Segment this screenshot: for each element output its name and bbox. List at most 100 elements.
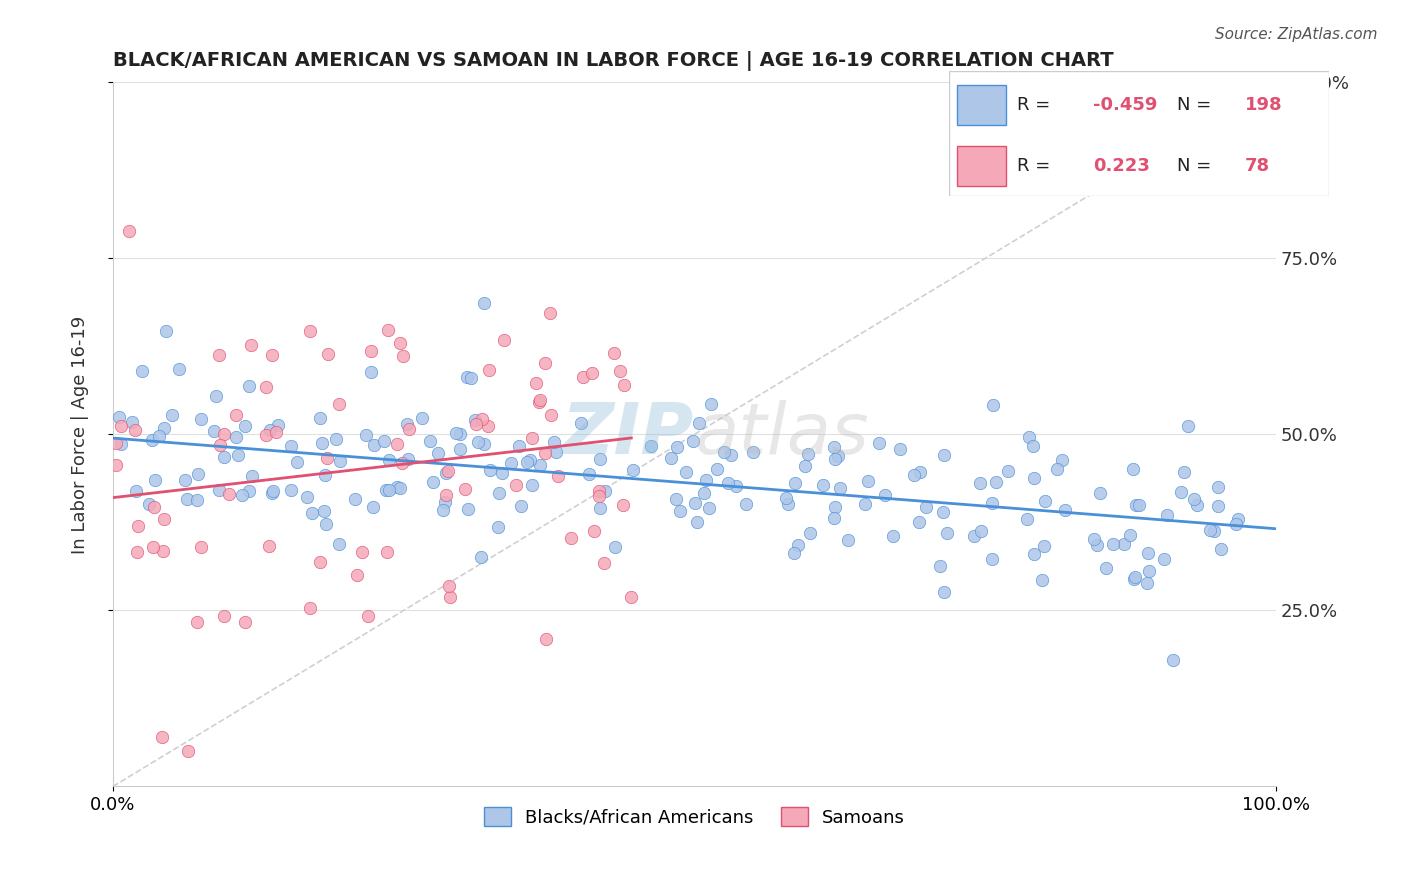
Point	[259, 423, 281, 437]
Point	[659, 450, 682, 465]
Point	[426, 446, 449, 460]
Point	[110, 437, 132, 451]
Point	[837, 533, 859, 548]
Point	[932, 505, 955, 519]
Point	[464, 413, 486, 427]
Point	[520, 431, 543, 445]
Point	[325, 432, 347, 446]
Point	[212, 450, 235, 465]
Point	[936, 525, 959, 540]
Point	[508, 439, 530, 453]
Point	[187, 467, 209, 481]
Point	[824, 452, 846, 467]
Point	[986, 475, 1008, 489]
Point	[1125, 498, 1147, 512]
Point	[609, 364, 631, 378]
Point	[824, 510, 846, 524]
Point	[529, 458, 551, 472]
Point	[361, 500, 384, 515]
Point	[377, 453, 399, 467]
Point	[225, 408, 247, 422]
Point	[717, 475, 740, 490]
Point	[470, 550, 492, 565]
Point	[467, 434, 489, 449]
Point	[315, 516, 337, 531]
Point	[363, 438, 385, 452]
Point	[233, 418, 256, 433]
Point	[437, 464, 460, 478]
Point	[1156, 508, 1178, 522]
Point	[460, 371, 482, 385]
Point	[267, 418, 290, 433]
Point	[620, 590, 643, 604]
Point	[449, 427, 471, 442]
Point	[444, 425, 467, 440]
Point	[1206, 499, 1229, 513]
Point	[543, 434, 565, 449]
Point	[1136, 576, 1159, 591]
Point	[823, 440, 845, 454]
Point	[603, 346, 626, 360]
Point	[520, 477, 543, 491]
Point	[280, 439, 302, 453]
Point	[527, 394, 550, 409]
Point	[536, 632, 558, 647]
Point	[683, 496, 706, 510]
Point	[853, 497, 876, 511]
Point	[997, 464, 1019, 478]
Point	[142, 540, 165, 554]
Point	[824, 500, 846, 514]
Text: N =: N =	[1177, 157, 1216, 175]
Point	[176, 491, 198, 506]
Point	[668, 504, 690, 518]
Point	[208, 483, 231, 497]
Point	[868, 435, 890, 450]
Point	[190, 411, 212, 425]
Point	[538, 306, 561, 320]
Point	[238, 483, 260, 498]
Point	[903, 468, 925, 483]
Point	[589, 501, 612, 516]
FancyBboxPatch shape	[956, 146, 1007, 186]
Point	[640, 439, 662, 453]
FancyBboxPatch shape	[949, 71, 1329, 196]
Point	[970, 524, 993, 539]
Point	[882, 529, 904, 543]
Point	[360, 366, 382, 380]
Point	[697, 500, 720, 515]
Point	[813, 478, 835, 492]
Point	[299, 600, 322, 615]
Point	[775, 491, 797, 505]
Point	[395, 417, 418, 431]
Point	[1226, 512, 1249, 526]
Point	[785, 475, 807, 490]
Point	[343, 491, 366, 506]
Point	[396, 452, 419, 467]
Point	[581, 366, 603, 380]
Point	[316, 451, 339, 466]
Point	[560, 531, 582, 545]
Point	[209, 438, 232, 452]
Point	[1123, 572, 1146, 586]
Point	[519, 453, 541, 467]
Point	[398, 422, 420, 436]
Point	[357, 608, 380, 623]
Point	[794, 459, 817, 474]
Point	[724, 479, 747, 493]
Point	[231, 488, 253, 502]
Point	[685, 515, 707, 529]
Point	[373, 434, 395, 448]
Point	[1022, 547, 1045, 561]
Point	[1125, 570, 1147, 584]
Point	[1208, 480, 1230, 494]
Point	[612, 498, 634, 512]
Point	[389, 335, 412, 350]
Point	[1033, 539, 1056, 553]
Point	[254, 380, 277, 394]
Point	[593, 483, 616, 498]
Point	[540, 408, 562, 422]
Point	[695, 473, 717, 487]
Point	[613, 378, 636, 392]
Legend: Blacks/African Americans, Samoans: Blacks/African Americans, Samoans	[477, 800, 912, 834]
Point	[254, 427, 277, 442]
